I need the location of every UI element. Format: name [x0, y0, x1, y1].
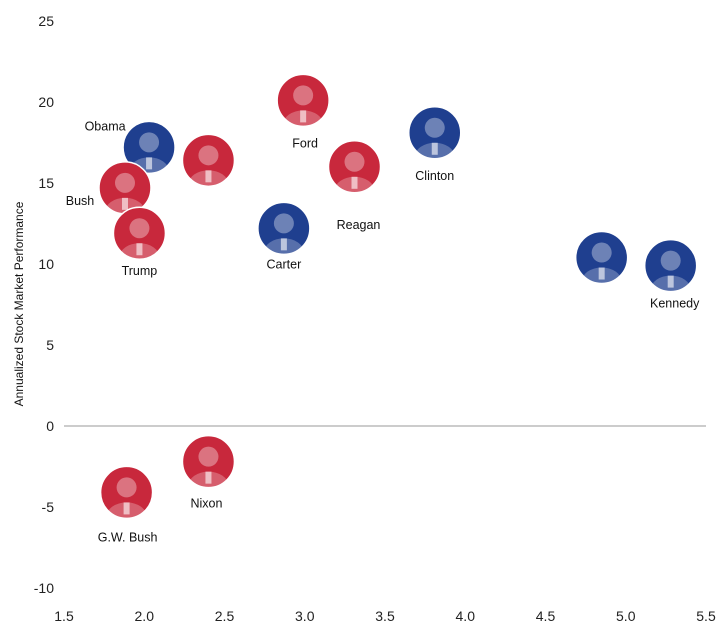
y-tick-labels: 25 20 15 10 5 0 -5 -10: [34, 13, 54, 596]
portrait-icon: [283, 85, 324, 127]
portrait-marker: [181, 133, 236, 188]
portrait-marker: [112, 206, 167, 260]
data-point: [181, 434, 236, 489]
portrait-icon: [414, 117, 455, 159]
portrait-marker: [574, 230, 629, 285]
x-tick-label: 3.0: [295, 608, 315, 624]
portrait-icon: [188, 446, 229, 488]
y-axis-label: Annualized Stock Market Performance: [12, 201, 26, 406]
data-point: [181, 133, 236, 188]
data-point: [643, 238, 698, 293]
data-point: [408, 106, 462, 160]
data-point: [276, 73, 330, 128]
y-tick-label: 10: [38, 256, 54, 272]
portrait-marker: [327, 140, 382, 194]
data-point: [122, 120, 176, 175]
portrait-marker: [643, 238, 698, 293]
y-tick-label: 0: [46, 418, 54, 434]
data-points: Obama Bush Trump Ford Reagan Carter Clinton Ken…: [66, 73, 700, 544]
point-label: Trump: [122, 264, 158, 278]
x-tick-label: 2.5: [215, 608, 235, 624]
point-label: Obama: [85, 119, 126, 133]
portrait-marker: [99, 465, 154, 520]
data-point: [112, 206, 167, 260]
x-tick-label: 1.5: [54, 608, 74, 624]
portrait-marker: [257, 201, 311, 256]
portrait-icon: [119, 218, 160, 260]
data-point: [574, 230, 629, 285]
x-tick-label: 3.5: [375, 608, 395, 624]
point-label: Ford: [292, 136, 318, 150]
y-tick-label: 25: [38, 13, 54, 29]
portrait-icon: [188, 145, 229, 187]
y-tick-label: 5: [46, 337, 54, 353]
point-label: Carter: [267, 257, 302, 271]
y-tick-label: 15: [38, 175, 54, 191]
portrait-icon: [650, 250, 691, 292]
data-point: [99, 465, 154, 520]
point-label: G.W. Bush: [98, 530, 158, 544]
point-label: Reagan: [337, 218, 381, 232]
point-label: Kennedy: [650, 297, 700, 311]
portrait-marker: [408, 106, 462, 160]
point-label: Clinton: [415, 169, 454, 183]
data-point: [257, 201, 311, 256]
portrait-icon: [581, 242, 622, 284]
x-tick-labels: 1.5 2.0 2.5 3.0 3.5 4.0 4.5 5.0 5.5: [54, 608, 716, 624]
y-tick-label: -5: [42, 499, 55, 515]
x-tick-label: 5.5: [696, 608, 716, 624]
portrait-icon: [334, 151, 375, 193]
portrait-icon: [129, 132, 170, 174]
point-label: Bush: [66, 194, 95, 208]
portrait-marker: [181, 434, 236, 489]
portrait-marker: [122, 120, 176, 175]
point-label: Nixon: [190, 497, 222, 511]
x-tick-label: 2.0: [135, 608, 155, 624]
portrait-marker: [276, 73, 330, 128]
x-tick-label: 4.0: [456, 608, 476, 624]
x-tick-label: 5.0: [616, 608, 636, 624]
y-tick-label: 20: [38, 94, 54, 110]
y-tick-label: -10: [34, 580, 54, 596]
x-tick-label: 4.5: [536, 608, 556, 624]
portrait-icon: [106, 477, 147, 519]
portrait-icon: [263, 213, 304, 255]
data-point: [327, 140, 382, 194]
